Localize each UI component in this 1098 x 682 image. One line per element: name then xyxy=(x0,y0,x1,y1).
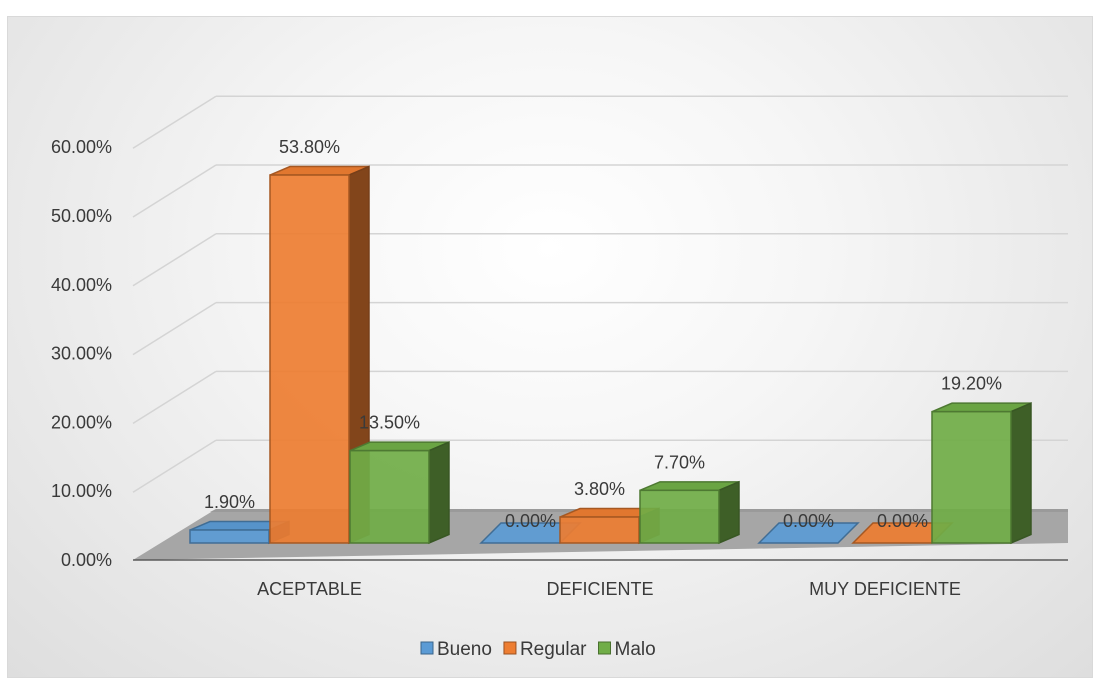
x-category-label: MUY DEFICIENTE xyxy=(809,579,961,599)
legend-swatch xyxy=(420,641,434,655)
bar xyxy=(559,516,640,544)
side-gridline xyxy=(132,233,217,287)
data-label: 13.50% xyxy=(359,413,420,433)
side-gridline xyxy=(132,301,217,356)
y-tick-label: 50.00% xyxy=(51,206,112,226)
bar xyxy=(931,410,1012,544)
legend-label: Regular xyxy=(520,639,587,660)
legend-swatch xyxy=(598,641,611,655)
bar xyxy=(639,489,720,544)
legend-label: Malo xyxy=(615,639,656,660)
data-label: 3.80% xyxy=(574,479,625,499)
bar xyxy=(349,449,430,544)
data-label: 0.00% xyxy=(877,511,928,531)
bar xyxy=(269,174,350,544)
data-label: 19.20% xyxy=(941,374,1002,394)
side-gridline xyxy=(132,439,217,493)
legend-swatch xyxy=(503,641,517,655)
data-label: 0.00% xyxy=(783,511,834,531)
y-tick-label: 60.00% xyxy=(51,137,112,157)
side-gridline xyxy=(132,164,217,218)
y-tick-label: 30.00% xyxy=(51,344,112,364)
data-label: 7.70% xyxy=(654,452,705,472)
y-tick-label: 0.00% xyxy=(61,550,112,570)
data-label: 53.80% xyxy=(279,137,340,157)
legend-label: Bueno xyxy=(437,639,492,660)
bar-side xyxy=(1010,402,1032,545)
bar-side xyxy=(428,441,450,545)
y-tick-label: 20.00% xyxy=(51,412,112,432)
side-gridline xyxy=(132,370,217,425)
data-label: 1.90% xyxy=(204,492,255,512)
bar xyxy=(757,522,860,544)
x-category-label: DEFICIENTE xyxy=(546,579,653,599)
chart-area xyxy=(7,16,1093,678)
side-gridline xyxy=(132,95,217,149)
y-tick-label: 10.00% xyxy=(51,481,112,501)
x-category-label: ACEPTABLE xyxy=(257,579,362,599)
bar-side xyxy=(718,480,740,545)
bar xyxy=(189,529,270,544)
y-tick-label: 40.00% xyxy=(51,275,112,295)
data-label: 0.00% xyxy=(505,511,556,531)
